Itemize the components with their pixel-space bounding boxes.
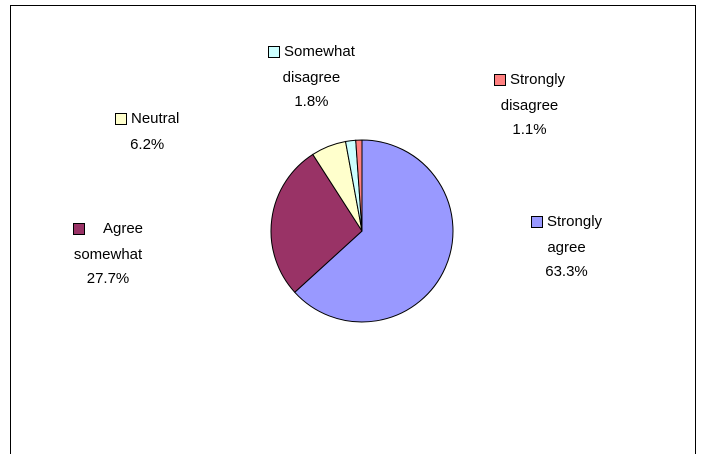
swatch-somewhat-disagree [268, 46, 280, 58]
pie-chart [270, 139, 454, 323]
label-somewhat-disagree: Somewhat disagree 1.8% [268, 40, 355, 114]
swatch-agree-somewhat [73, 223, 85, 235]
slice-strongly-disagree [355, 139, 363, 232]
slice-strongly-agree [294, 139, 454, 323]
label-strongly-agree: Strongly agree 63.3% [531, 210, 602, 284]
label-strongly-disagree: Strongly disagree 1.1% [494, 68, 565, 142]
slice-agree-somewhat [270, 153, 363, 294]
label-agree-somewhat: Agree somewhat 27.7% [73, 220, 144, 287]
swatch-strongly-agree [531, 216, 543, 228]
swatch-strongly-disagree [494, 74, 506, 86]
label-neutral: Neutral 6.2% [115, 107, 179, 157]
chart-frame: Strongly agree 63.3% Agree somewhat 27.7… [10, 5, 696, 454]
swatch-neutral [115, 113, 127, 125]
